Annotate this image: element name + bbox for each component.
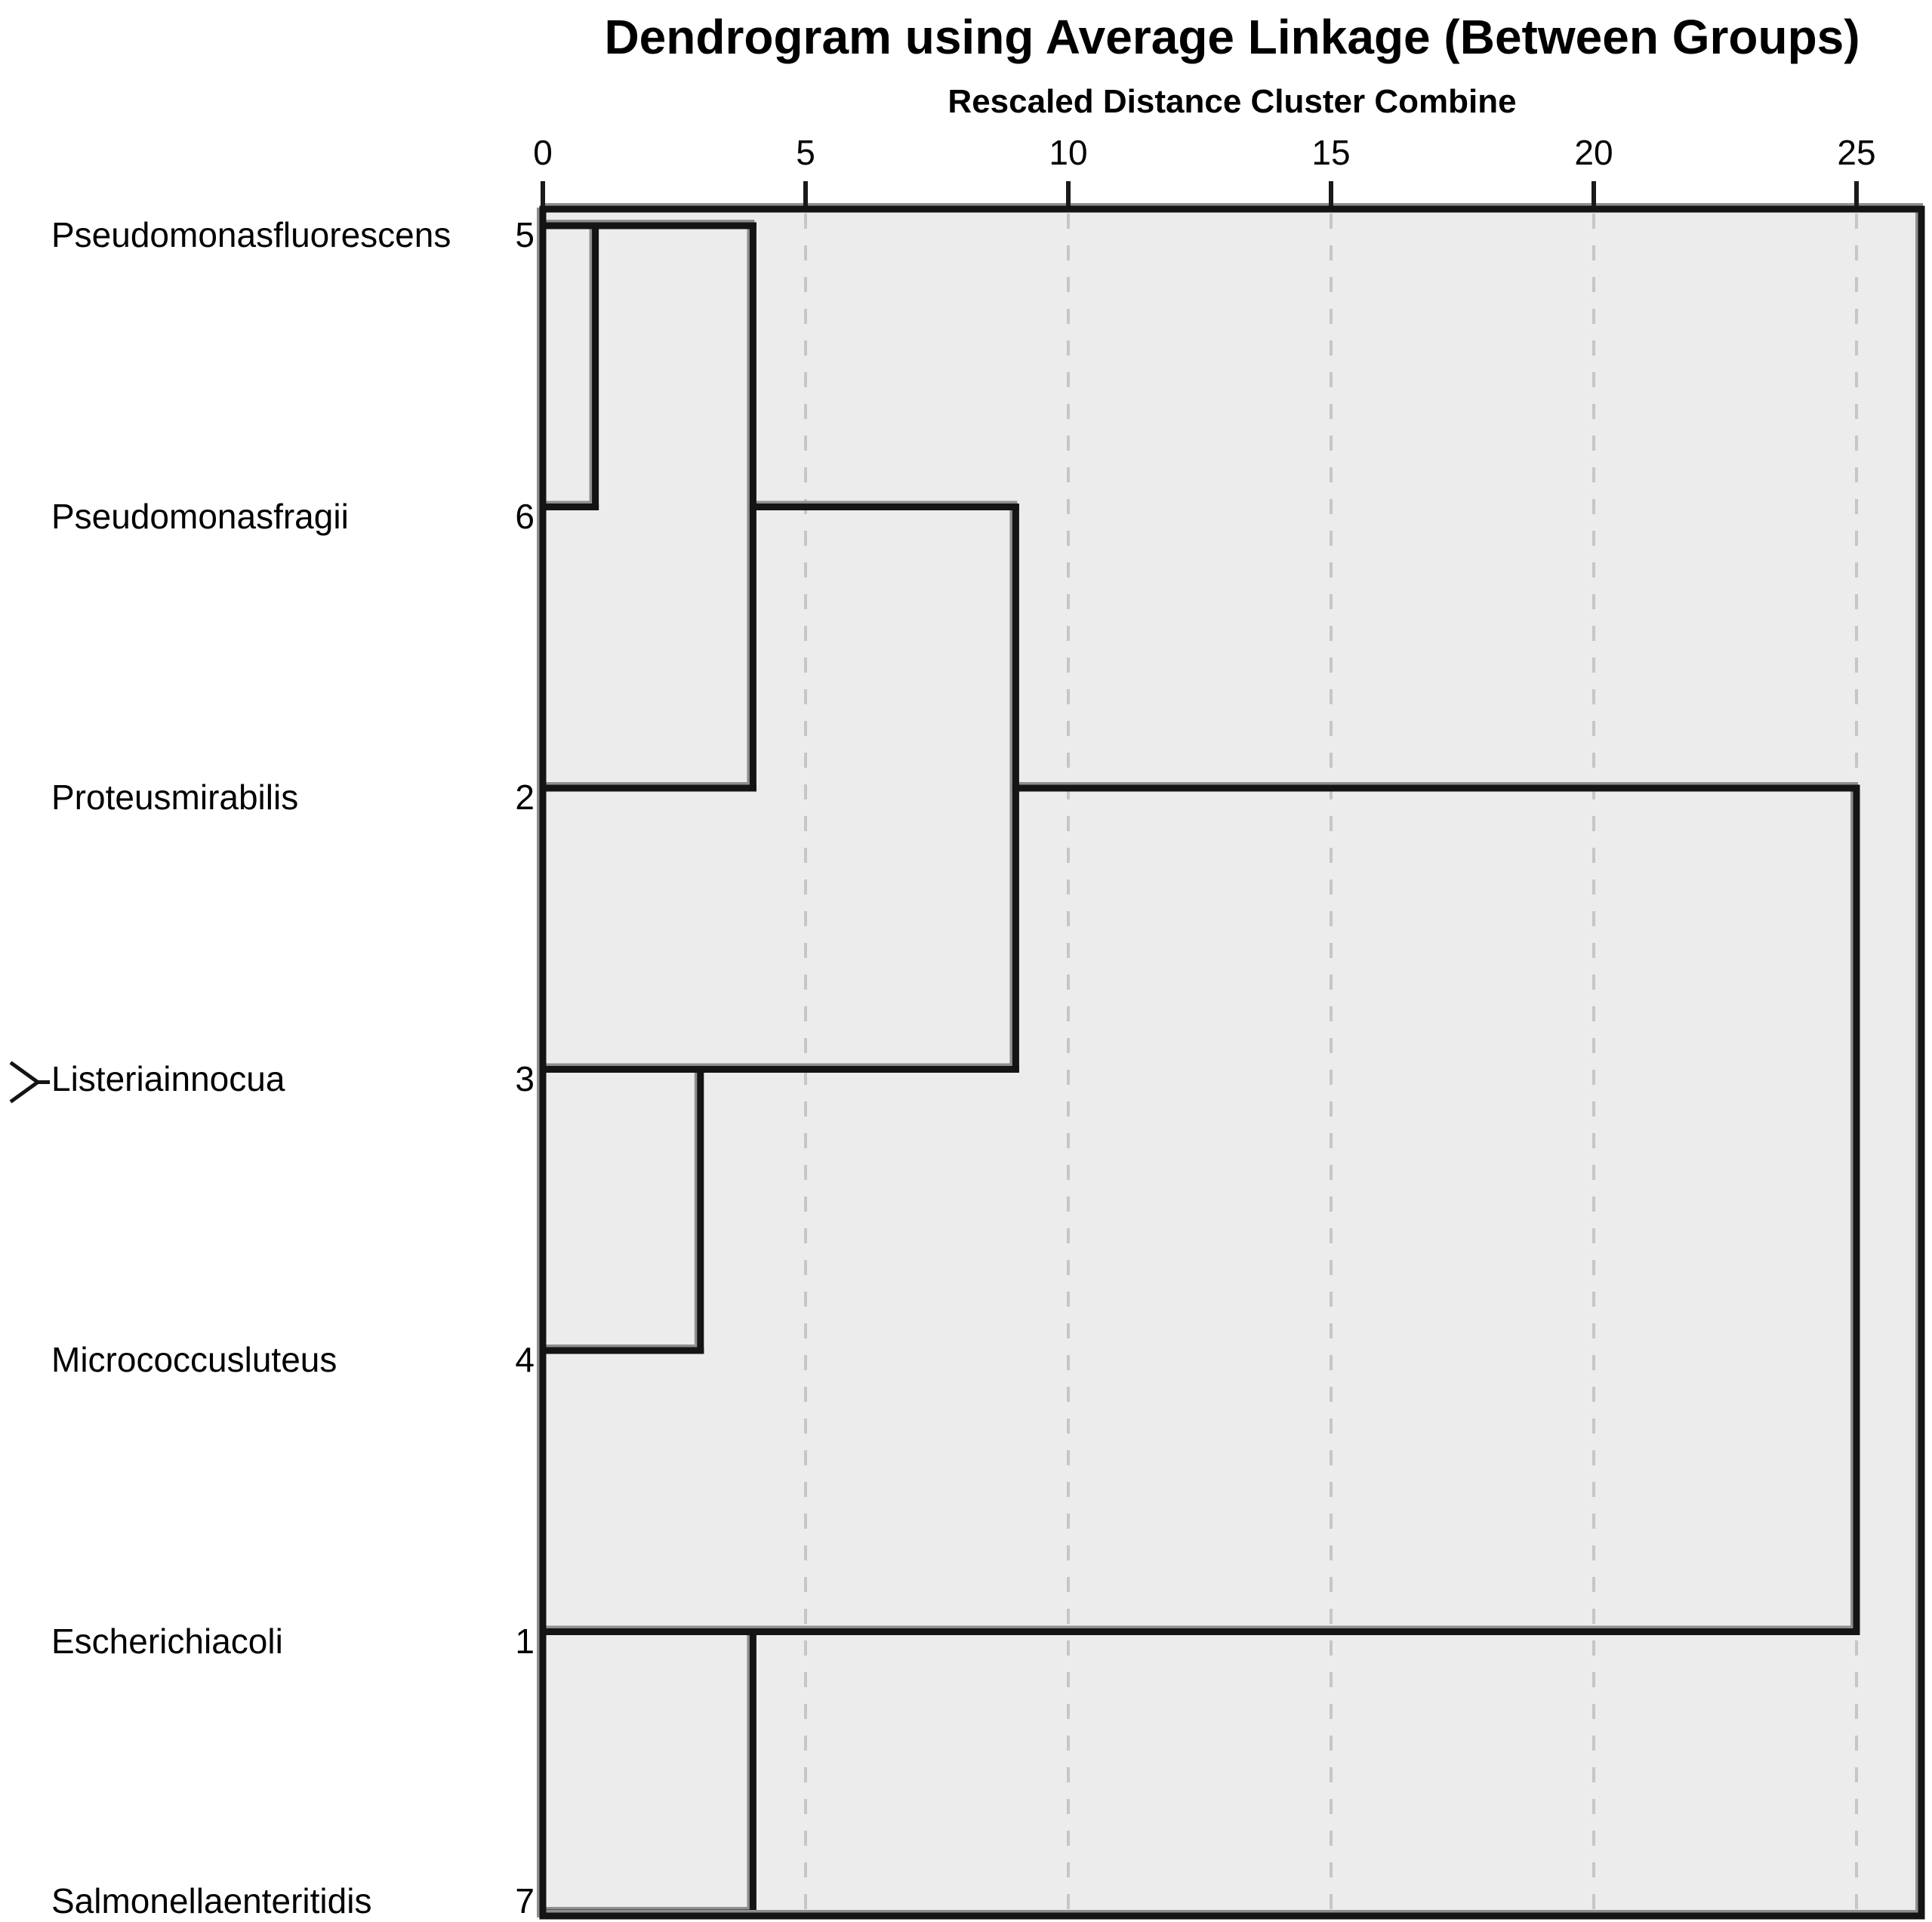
- species-label: Escherichiacoli: [51, 1621, 283, 1661]
- chart-title: Dendrogram using Average Linkage (Betwee…: [604, 10, 1860, 64]
- axis-tick-label: 5: [796, 133, 815, 172]
- species-label: Proteusmirabilis: [51, 778, 299, 817]
- species-label: Pseudomonasfluorescens: [51, 215, 451, 254]
- axis-title: Rescaled Distance Cluster Combine: [948, 83, 1517, 120]
- case-number: 2: [515, 778, 535, 817]
- case-number: 7: [515, 1881, 535, 1920]
- case-number: 4: [515, 1340, 535, 1379]
- axis-tick-label: 20: [1574, 133, 1613, 172]
- case-number: 3: [515, 1058, 535, 1098]
- axis-tick-label: 10: [1049, 133, 1088, 172]
- species-label: Micrococcusluteus: [51, 1340, 337, 1379]
- species-label: Listeriainnocua: [51, 1058, 285, 1098]
- axis-tick-label: 25: [1837, 133, 1876, 172]
- axis-tick-label: 0: [533, 133, 553, 172]
- case-number: 1: [515, 1621, 535, 1661]
- species-label: Salmonellaenteritidis: [51, 1881, 372, 1920]
- case-number: 5: [515, 215, 535, 254]
- species-label: Pseudomonasfragii: [51, 496, 349, 536]
- axis-tick-label: 15: [1311, 133, 1351, 172]
- case-marker-icon: [9, 1061, 50, 1104]
- case-number: 6: [515, 496, 535, 536]
